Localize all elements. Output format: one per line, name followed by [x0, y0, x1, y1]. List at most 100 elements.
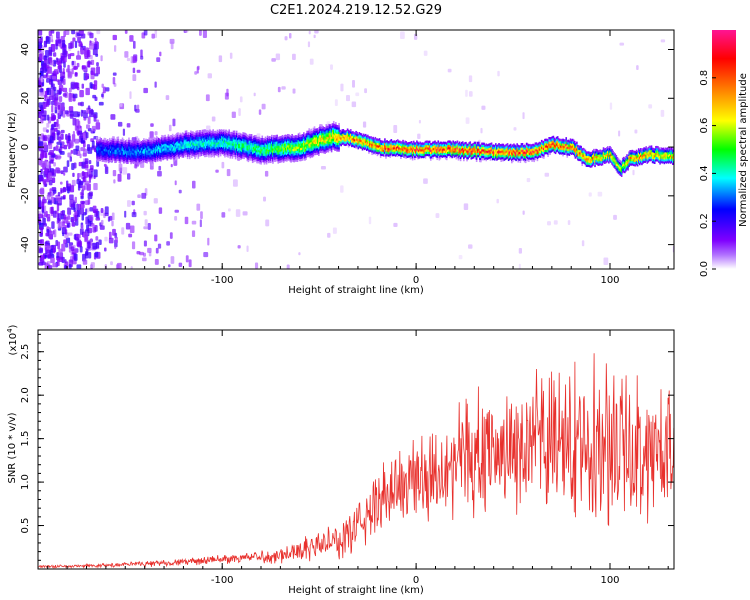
spectrogram-cell: [481, 146, 483, 150]
spectrogram-cell: [245, 146, 248, 150]
spectrogram-cell: [299, 154, 302, 157]
spectrogram-cell: [346, 128, 349, 131]
spectrogram-cell: [331, 127, 334, 131]
spectrogram-cell: [303, 145, 305, 148]
spectrogram-cell: [151, 141, 154, 144]
spectrogram-cell: [395, 142, 398, 145]
spectrogram-cell: [377, 147, 380, 151]
spectrogram-cell: [319, 124, 321, 127]
spectrogram-cell: [295, 150, 298, 153]
spectrogram-cell: [174, 141, 176, 144]
spectrogram-cell: [207, 151, 209, 155]
spectrogram-cell: [228, 151, 231, 154]
spectrogram-cell: [320, 132, 322, 136]
spectrogram-cell: [211, 139, 213, 142]
spectrogram-cell: [129, 153, 131, 156]
spectrogram-cell: [161, 152, 163, 155]
spectrogram-cell: [264, 149, 267, 153]
spectrogram-cell: [482, 149, 484, 152]
spectrogram-cell: [518, 147, 521, 150]
spectrogram-cell: [270, 147, 272, 150]
noise-speck: [94, 251, 99, 258]
noise-speck: [39, 248, 43, 254]
spectrogram-cell: [99, 143, 101, 146]
spectrogram-cell: [461, 141, 464, 144]
spectrogram-cell: [312, 129, 315, 133]
noise-speck: [41, 110, 47, 117]
noise-speck: [85, 47, 89, 51]
noise-speck: [39, 201, 42, 209]
spectrogram-cell: [240, 146, 242, 150]
spectrogram-cell: [108, 146, 111, 150]
spectrogram-cell: [247, 157, 250, 160]
noise-speck: [71, 163, 75, 170]
spectrogram-cell: [416, 151, 418, 154]
spectrogram-cell: [230, 138, 233, 141]
spectrogram-cell: [272, 139, 274, 142]
spectrogram-cell: [466, 154, 468, 157]
spectrogram-cell: [519, 158, 522, 161]
noise-speck: [54, 98, 58, 107]
spectrogram-cell: [207, 141, 209, 144]
spectrogram-cell: [330, 134, 333, 137]
spectrogram-cell: [108, 153, 111, 156]
spectrogram-cell: [339, 142, 341, 146]
spectrogram-cell: [207, 138, 209, 142]
spectrogram-cell: [272, 148, 274, 151]
spectrogram-cell: [247, 142, 250, 145]
noise-speck: [82, 259, 88, 265]
spectrogram-cell: [120, 150, 123, 153]
spectrogram-cell: [131, 145, 133, 148]
spectrogram-cell: [436, 151, 438, 154]
spectrogram-cell: [488, 150, 491, 153]
spectrogram-cell: [186, 156, 189, 160]
spectrogram-cell: [451, 147, 453, 150]
spectrogram-cell: [272, 154, 274, 158]
spectrogram-cell: [192, 151, 194, 154]
noise-speck: [71, 30, 76, 35]
spectrogram-cell: [519, 156, 522, 159]
spectrogram-cell: [257, 143, 259, 146]
spectrogram-cell: [145, 147, 147, 150]
spectrogram-cell: [290, 140, 292, 143]
spectrogram-cell: [372, 147, 374, 151]
spectrogram-cell: [219, 153, 222, 157]
spectrogram-cell: [448, 144, 450, 148]
spectrogram-cell: [399, 151, 401, 155]
spectrogram-cell: [370, 140, 372, 143]
spectrogram-cell: [222, 143, 224, 146]
spectrogram-cell: [136, 140, 139, 143]
spectrogram-cell: [432, 143, 434, 147]
spectrogram-cell: [135, 159, 138, 163]
spectrogram-cell: [156, 146, 159, 149]
spectrogram-cell: [310, 130, 313, 134]
spectrogram-cell: [117, 145, 120, 148]
spectrogram-cell: [278, 143, 281, 146]
spectrogram-cell: [485, 150, 488, 153]
noise-speck: [53, 146, 56, 151]
spectrogram-cell: [456, 142, 459, 146]
spectrogram-cell: [228, 149, 231, 152]
noise-speck: [132, 56, 137, 63]
spectrogram-cell: [491, 153, 494, 156]
spectrogram-cell: [182, 144, 185, 147]
spectrogram-cell: [191, 148, 193, 152]
spectrogram-cell: [338, 147, 340, 150]
noise-speck: [39, 239, 45, 246]
noise-speck: [85, 208, 88, 215]
spectrogram-cell: [103, 146, 106, 149]
spectrogram-cell: [282, 151, 285, 155]
spectrogram-cell: [428, 149, 431, 152]
spectrogram-cell: [519, 160, 522, 163]
spectrogram-cell: [134, 154, 137, 158]
spectrogram-cell: [230, 134, 233, 137]
spectrogram-cell: [121, 139, 124, 143]
spectrogram-cell: [144, 157, 146, 160]
spectrogram-cell: [97, 141, 99, 145]
spectrogram-cell: [270, 136, 272, 139]
spectrogram-cell: [243, 150, 245, 153]
spectrogram-cell: [273, 141, 275, 145]
spectrogram-cell: [335, 133, 337, 136]
spectrogram-cell: [148, 157, 151, 160]
spectrogram-cell: [259, 137, 261, 141]
